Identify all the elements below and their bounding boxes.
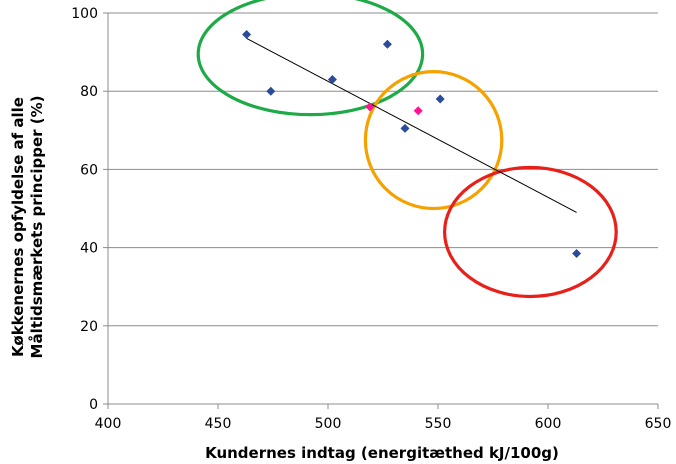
x-tick-label-550: 550 — [425, 416, 452, 432]
data-point-s2-1 — [365, 102, 375, 112]
y-tick-label-60: 60 — [80, 162, 98, 178]
y-tick-label-0: 0 — [89, 397, 98, 413]
y-axis-title-line1: Køkkenernes opfyldelse af alle — [9, 97, 27, 357]
y-tick-label-40: 40 — [80, 241, 98, 257]
data-point-s1-2 — [266, 86, 276, 96]
trendline-layer — [246, 37, 577, 213]
x-axis-title: Kundernes indtag (energitæthed kJ/100g) — [205, 444, 559, 462]
trendline — [246, 37, 577, 213]
y-tick-label-20: 20 — [80, 319, 98, 335]
annotation-ellipse-1 — [196, 0, 425, 117]
data-point-s1-7 — [572, 248, 582, 258]
data-point-s1-3 — [327, 74, 337, 84]
data-point-s1-6 — [435, 94, 445, 104]
data-point-s1-1 — [242, 30, 252, 40]
data-point-s1-5 — [400, 123, 410, 133]
annotation-ellipses — [196, 0, 618, 299]
data-point-s2-2 — [413, 106, 423, 116]
y-axis-title-line2: Måltidsmærkets principper (%) — [28, 96, 46, 359]
gridlines — [108, 12, 658, 327]
annotation-ellipse-2 — [363, 70, 504, 211]
x-tick-label-600: 600 — [535, 416, 562, 432]
y-tick-label-100: 100 — [71, 6, 98, 22]
data-point-s1-4 — [382, 39, 392, 49]
tick-labels: 0 20 40 60 80 100 400 450 500 550 600 650 — [71, 6, 671, 432]
data-points — [242, 30, 582, 258]
x-tick-label-450: 450 — [205, 416, 232, 432]
x-tick-label-650: 650 — [645, 416, 672, 432]
y-tick-label-80: 80 — [80, 84, 98, 100]
annotation-ellipse-3 — [443, 165, 618, 299]
x-tick-label-400: 400 — [95, 416, 122, 432]
axes — [103, 12, 659, 409]
x-tick-label-500: 500 — [315, 416, 342, 432]
